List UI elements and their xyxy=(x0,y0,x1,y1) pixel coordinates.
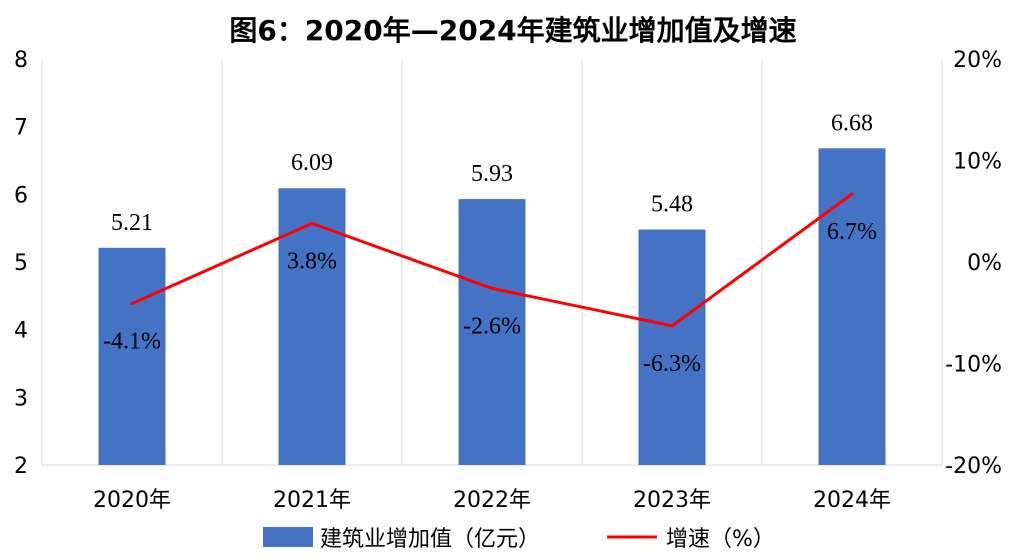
category-label: 2022年 xyxy=(453,488,531,513)
legend-bar-swatch xyxy=(263,527,313,547)
bar xyxy=(98,247,166,465)
bar xyxy=(458,199,526,465)
growth-rate-label: -4.1% xyxy=(103,329,161,355)
left-axis-tick-label: 5 xyxy=(14,251,28,276)
legend-line-label: 增速（%） xyxy=(666,527,775,552)
bar-value-label: 6.68 xyxy=(831,110,873,136)
left-axis-tick-label: 7 xyxy=(14,116,28,141)
bar xyxy=(818,148,886,465)
growth-rate-point xyxy=(130,302,134,306)
right-axis-tick-label: 0% xyxy=(967,251,1002,276)
right-axis-tick-label: -10% xyxy=(945,353,1002,378)
category-label: 2020年 xyxy=(93,488,171,513)
legend-bar-label: 建筑业增加值（亿元） xyxy=(320,527,540,552)
growth-rate-point xyxy=(670,324,674,328)
growth-rate-point xyxy=(850,192,854,196)
growth-rate-label: -2.6% xyxy=(463,313,521,339)
bar xyxy=(278,188,346,465)
growth-rate-label: 3.8% xyxy=(287,248,337,274)
right-axis-tick-label: 20% xyxy=(953,48,1002,73)
bar-value-label: 5.48 xyxy=(651,192,693,218)
right-axis-tick-label: -20% xyxy=(945,454,1002,479)
bar-value-label: 5.21 xyxy=(111,210,153,236)
left-axis-tick-label: 4 xyxy=(14,319,28,344)
chart-title: 图6：2020年—2024年建筑业增加值及增速 xyxy=(229,14,796,47)
right-axis-tick-label: 10% xyxy=(953,150,1002,175)
bar xyxy=(638,229,706,465)
left-axis-tick-label: 2 xyxy=(14,454,28,479)
left-axis-tick-label: 6 xyxy=(14,183,28,208)
bar-value-label: 6.09 xyxy=(291,150,333,176)
category-label: 2021年 xyxy=(273,488,351,513)
category-label: 2024年 xyxy=(813,488,891,513)
category-label: 2023年 xyxy=(633,488,711,513)
growth-rate-point xyxy=(310,221,314,225)
growth-rate-point xyxy=(490,286,494,290)
left-axis-tick-label: 8 xyxy=(14,48,28,73)
left-axis-tick-label: 3 xyxy=(14,386,28,411)
bar-value-label: 5.93 xyxy=(471,161,513,187)
growth-rate-label: -6.3% xyxy=(643,351,701,377)
growth-rate-label: 6.7% xyxy=(827,219,877,245)
